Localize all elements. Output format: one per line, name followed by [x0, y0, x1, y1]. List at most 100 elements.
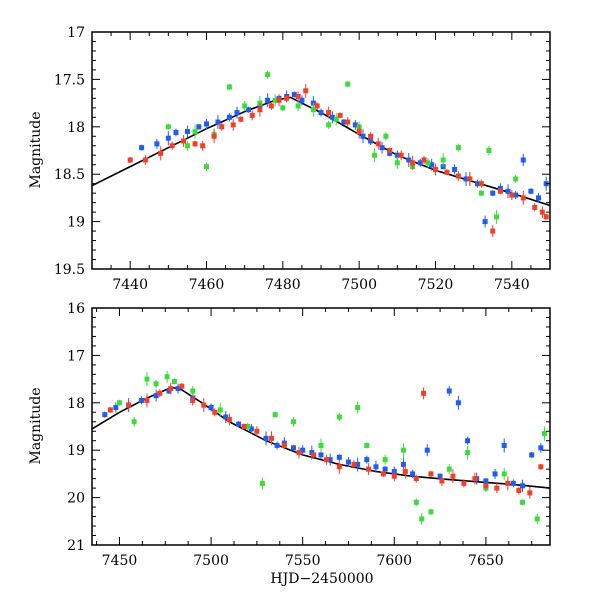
blue-data-point [138, 397, 144, 403]
red-data-point [421, 157, 427, 163]
blue-data-point [318, 110, 324, 116]
red-data-point [366, 466, 372, 472]
red-data-point [410, 160, 416, 166]
green-data-point [486, 148, 492, 153]
y-tick-label: 20 [67, 491, 85, 507]
red-data-point [201, 402, 207, 408]
green-data-point [513, 176, 519, 182]
blue-data-point [336, 454, 342, 460]
red-data-point [323, 457, 329, 463]
blue-data-point [536, 195, 542, 201]
green-data-point [520, 499, 526, 505]
blue-data-point [379, 145, 385, 151]
red-data-point [380, 471, 386, 477]
y-tick-label: 18 [67, 120, 85, 136]
blue-data-point [263, 435, 269, 441]
red-data-point [303, 88, 309, 94]
blue-data-point [345, 459, 351, 465]
red-data-point [337, 112, 343, 118]
green-data-point [184, 143, 190, 149]
red-data-point [257, 107, 263, 113]
blue-data-point [400, 461, 406, 467]
red-data-point [351, 461, 357, 467]
blue-data-point [184, 129, 190, 135]
x-tick-label: 7440 [112, 277, 148, 293]
red-data-point [212, 409, 218, 415]
red-data-point [284, 95, 290, 101]
green-data-point [164, 374, 170, 380]
blue-data-point [223, 414, 229, 420]
red-data-point [158, 150, 164, 156]
blue-data-point [368, 138, 374, 144]
green-data-point [242, 103, 248, 109]
blue-data-point [204, 121, 209, 127]
red-data-point [281, 442, 287, 448]
green-data-point [265, 72, 271, 78]
blue-data-point [153, 393, 159, 399]
green-data-point [394, 160, 400, 166]
red-data-point [238, 116, 244, 122]
red-data-point [543, 214, 549, 220]
blue-data-point [482, 219, 488, 225]
green-data-point [345, 81, 351, 87]
green-data-point [465, 450, 471, 456]
red-data-point [428, 471, 434, 477]
red-data-point [269, 435, 275, 441]
red-data-point [516, 487, 522, 493]
red-data-point [226, 416, 232, 422]
blue-data-point [245, 107, 251, 113]
blue-data-point [355, 461, 361, 467]
blue-data-point [452, 166, 458, 172]
blue-data-point [406, 157, 412, 163]
red-data-point [345, 119, 351, 125]
blue-data-point [394, 152, 400, 158]
blue-data-point [352, 122, 358, 128]
bottom-y-axis-label: Magnitude [28, 387, 44, 464]
blue-data-point [520, 157, 526, 163]
y-tick-label: 19.5 [54, 262, 85, 278]
green-data-point [534, 516, 540, 522]
blue-data-point [154, 141, 160, 147]
red-data-point [168, 386, 174, 392]
red-data-point [295, 93, 301, 99]
red-data-point [142, 157, 148, 163]
blue-data-point [291, 92, 297, 98]
green-data-point [542, 431, 548, 437]
green-data-point [382, 457, 388, 463]
green-data-point [245, 424, 251, 429]
red-data-point [375, 141, 381, 147]
blue-data-point [265, 97, 271, 103]
bottom-panel: 7450 7500 7550 7600 7650 16 17 18 19 20 21 Magnitu… [28, 301, 551, 587]
blue-data-point [483, 478, 489, 484]
x-tick-label: 7500 [341, 277, 377, 293]
red-data-point [249, 112, 255, 118]
red-data-point [190, 397, 196, 403]
red-data-point [276, 97, 282, 103]
bottom-panel-frame [91, 307, 551, 546]
blue-data-point [234, 110, 240, 116]
red-data-point [296, 450, 302, 456]
blue-data-point [417, 160, 423, 166]
green-data-point [295, 103, 301, 109]
green-data-point [419, 516, 425, 522]
red-data-point [461, 480, 467, 486]
blue-data-point [492, 471, 498, 477]
blue-data-point [463, 176, 469, 182]
blue-data-point [236, 421, 242, 427]
blue-data-point [410, 471, 416, 477]
red-data-point [326, 110, 332, 116]
x-tick-label: 7600 [376, 553, 412, 569]
green-data-point [494, 214, 500, 220]
red-data-point [413, 476, 419, 482]
red-data-point [527, 490, 533, 496]
red-data-point [144, 397, 150, 403]
green-data-point [355, 405, 361, 411]
x-tick-label: 7540 [494, 277, 530, 293]
blue-data-point [455, 400, 461, 406]
green-data-point [318, 442, 324, 448]
red-data-point [509, 192, 515, 198]
blue-data-point [300, 447, 306, 453]
green-data-point [171, 378, 177, 384]
red-data-point [181, 138, 187, 144]
